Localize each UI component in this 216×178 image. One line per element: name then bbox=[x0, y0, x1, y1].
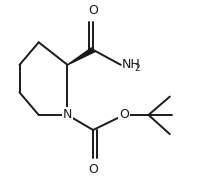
Text: O: O bbox=[88, 163, 98, 176]
Polygon shape bbox=[67, 48, 95, 65]
Text: N: N bbox=[63, 108, 72, 121]
Text: O: O bbox=[88, 4, 98, 17]
Text: O: O bbox=[119, 108, 129, 121]
Text: NH: NH bbox=[122, 58, 141, 71]
Text: 2: 2 bbox=[134, 64, 140, 73]
